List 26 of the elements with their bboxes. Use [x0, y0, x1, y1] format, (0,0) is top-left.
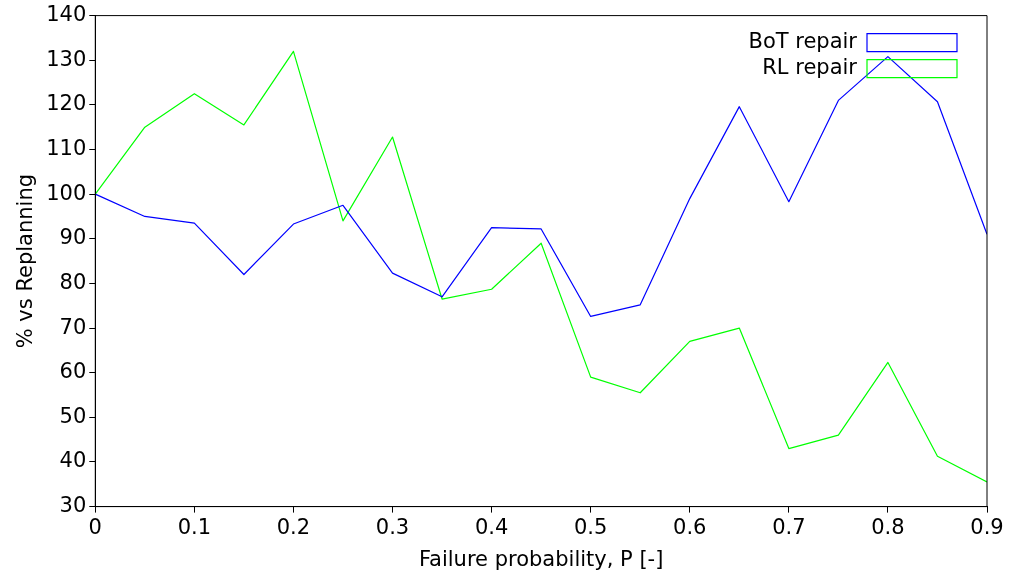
y-tick-label: 100: [46, 180, 87, 205]
y-tick-label: 80: [59, 269, 87, 294]
y-tick-label: 110: [46, 135, 87, 160]
x-tick-label: 0.2: [276, 514, 311, 539]
x-tick-label: 0.1: [177, 514, 212, 539]
x-tick-label: 0.8: [871, 514, 905, 539]
legend-label: RL repair: [762, 55, 858, 80]
x-tick-label: 0.6: [673, 514, 707, 539]
y-tick-label: 60: [59, 359, 87, 384]
y-tick-label: 70: [59, 314, 87, 339]
y-axis-title: % vs Replanning: [13, 173, 38, 349]
y-tick-label: 30: [59, 493, 87, 518]
x-tick-label: 0: [88, 514, 102, 539]
x-tick-label: 0.4: [474, 514, 509, 539]
x-tick-label: 0.5: [573, 514, 608, 539]
y-tick-label: 130: [46, 46, 87, 71]
legend-label: BoT repair: [748, 29, 858, 54]
x-axis-title: Failure probability, P [-]: [418, 546, 664, 571]
x-tick-label: 0.3: [375, 514, 410, 539]
x-tick-label: 0.9: [970, 514, 1004, 539]
y-tick-label: 50: [59, 403, 87, 428]
y-tick-label: 120: [46, 91, 87, 116]
y-tick-label: 40: [59, 448, 87, 473]
y-tick-label: 140: [46, 2, 87, 27]
x-tick-label: 0.7: [772, 514, 806, 539]
y-tick-label: 90: [59, 225, 87, 250]
